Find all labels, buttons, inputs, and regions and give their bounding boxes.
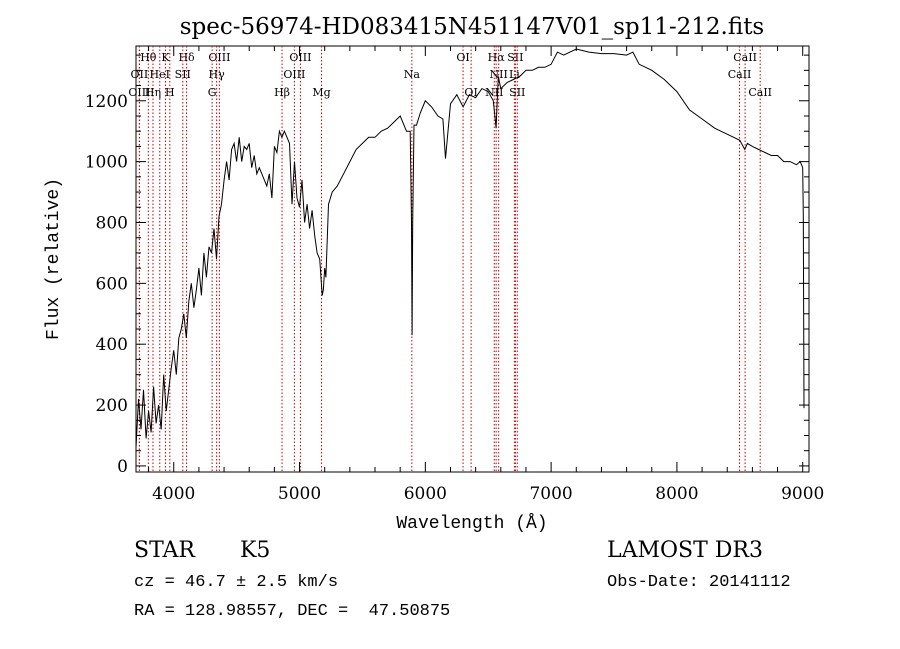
y-tick-label: 200 [96,396,128,416]
line-marker-label: NII [485,86,503,99]
chart-title: spec-56974-HD083415N451147V01_sp11-212.f… [180,14,765,40]
line-marker-label: Na [404,68,421,81]
survey-name: LAMOST DR3 [607,538,763,563]
axis-ticks: 4000 5000 6000 7000 8000 9000 0 200 400 600 800 100… [85,46,824,504]
line-marker-label: OI [456,51,469,64]
line-marker-label: OIII [289,51,311,64]
line-marker-label: SII [175,68,191,81]
x-tick-label: 6000 [404,484,447,504]
line-marker-label: Hδ [178,51,195,64]
line-marker-label: H [165,86,175,99]
line-marker-label: K [161,51,170,64]
y-axis-label: Flux (relative) [44,178,64,340]
object-subclass: K5 [240,538,271,563]
line-marker-label: Hα [488,51,506,64]
y-tick-label: 600 [96,274,128,294]
line-marker-label: G [208,86,217,99]
y-tick-label: 1000 [85,153,128,173]
line-marker-label: CaII [748,86,772,99]
line-marker-label: Mg [312,86,330,99]
line-marker-label: Hβ [274,86,290,99]
x-axis-label: Wavelength (Å) [396,513,547,534]
line-marker-label: SII [509,86,525,99]
coordinates: RA = 128.98557, DEC = 47.50875 [134,602,451,621]
redshift-value: cz = 46.7 ± 2.5 km/s [134,573,339,592]
line-marker-label: HeI [150,68,170,81]
x-tick-label: 5000 [278,484,321,504]
object-class: STAR [134,538,195,563]
observation-date: Obs-Date: 20141112 [607,573,791,592]
line-marker-label: CaII [733,51,757,64]
x-tick-label: 7000 [529,484,572,504]
line-marker-label: OIII [128,86,150,99]
line-marker-label: CaII [728,68,752,81]
line-marker-label: Li [509,68,520,81]
x-tick-label: 4000 [152,484,195,504]
line-marker-label: Hη [145,86,161,99]
x-tick-label: 8000 [655,484,698,504]
x-tick-label: 9000 [781,484,824,504]
line-marker-label: Hγ [209,68,226,81]
line-marker-label: OIII [208,51,230,64]
plot-frame [135,45,810,473]
y-tick-label: 400 [96,335,128,355]
line-marker-label: SII [507,51,523,64]
y-tick-label: 800 [96,213,128,233]
line-marker-label: OIII [283,68,305,81]
y-tick-label: 1200 [85,92,128,112]
spectrum-line [135,48,805,448]
line-marker-label: Hθ [140,51,157,64]
y-tick-label: 0 [117,457,128,477]
line-marker-label: OI [464,86,477,99]
